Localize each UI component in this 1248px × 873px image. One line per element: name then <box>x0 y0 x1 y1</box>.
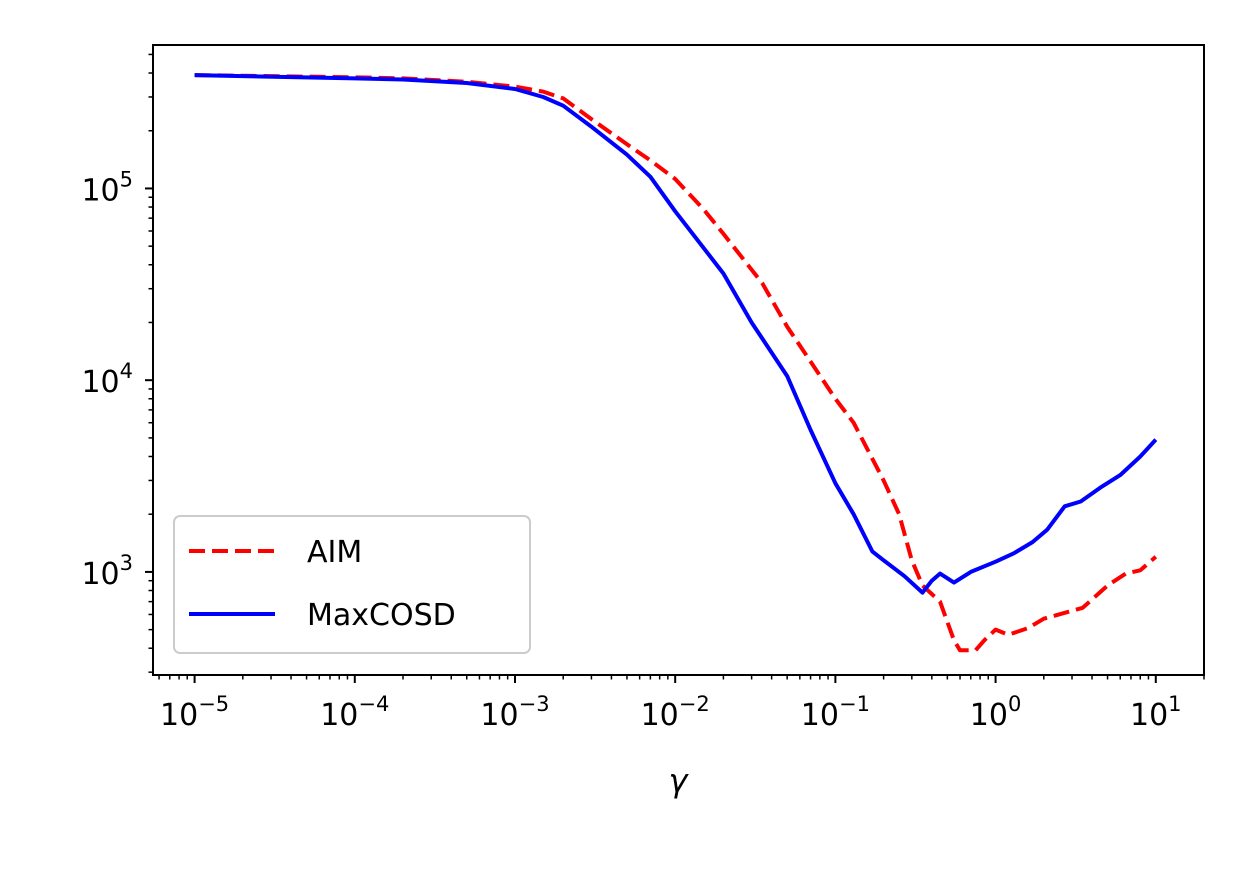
y-tick-label: 103 <box>81 551 133 592</box>
series-line-aim <box>194 73 1158 653</box>
x-tick-label: 101 <box>1130 692 1182 733</box>
y-tick-label: 104 <box>81 359 133 400</box>
x-tick-label: 10−1 <box>801 692 870 733</box>
x-tick-label: 100 <box>970 692 1022 733</box>
x-tick-label: 10−2 <box>641 692 710 733</box>
x-axis: 10−5 10−4 10−3 10−2 10−1 100 101 <box>158 675 1205 733</box>
series-layer <box>194 73 1158 653</box>
series-line-maxcosd <box>194 73 1158 595</box>
x-tick-label: 10−5 <box>160 692 229 733</box>
legend-label-aim: AIM <box>307 535 362 570</box>
x-tick-label: 10−3 <box>480 692 549 733</box>
plot-frame <box>152 44 1205 676</box>
legend: AIM MaxCOSD <box>173 515 531 654</box>
legend-label-maxcosd: MaxCOSD <box>307 598 456 633</box>
y-axis: 103 104 105 <box>81 53 153 673</box>
x-axis-title: γ <box>669 762 690 800</box>
y-tick-label: 105 <box>81 167 133 208</box>
x-tick-label: 10−4 <box>320 692 389 733</box>
